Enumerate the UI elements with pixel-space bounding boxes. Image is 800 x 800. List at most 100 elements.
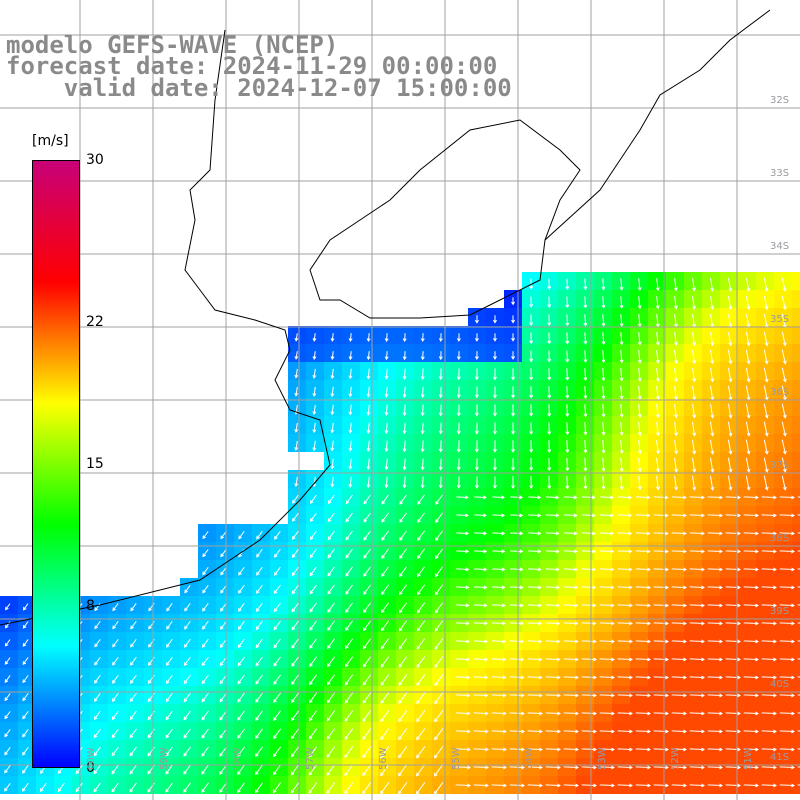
wind-arrow [183, 656, 191, 666]
wind-arrow [674, 385, 679, 401]
wind-arrow [635, 621, 651, 626]
wind-arrow [689, 531, 705, 536]
wind-arrow [673, 296, 678, 310]
wind-arrow [619, 278, 624, 291]
wind-arrow [653, 693, 669, 698]
wind-arrow [583, 386, 588, 400]
wind-arrow [362, 674, 372, 686]
wind-arrow [417, 494, 425, 505]
wind-arrow [709, 457, 715, 473]
wind-arrow [456, 549, 470, 554]
wind-arrow [344, 746, 354, 758]
wind-arrow [635, 729, 651, 734]
wind-arrow [671, 531, 687, 536]
wind-arrow [583, 458, 588, 472]
wind-arrow [416, 710, 426, 723]
wind-arrow [165, 746, 173, 757]
wind-arrow [4, 693, 11, 702]
wind-arrow [219, 746, 227, 757]
wind-arrow [763, 367, 769, 383]
wind-arrow [183, 728, 191, 739]
wind-arrow [202, 620, 209, 630]
wind-arrow [527, 729, 543, 734]
wind-arrow [745, 349, 751, 365]
wind-arrow [725, 675, 741, 680]
wind-arrow [725, 747, 741, 752]
wind-arrow [130, 621, 137, 630]
wind-arrow [255, 638, 263, 649]
wind-arrow [671, 729, 687, 734]
wind-arrow [547, 458, 552, 472]
wind-arrow [327, 530, 335, 541]
wind-arrow [456, 621, 470, 626]
wind-arrow [438, 476, 443, 489]
wind-arrow [473, 729, 489, 734]
wind-arrow [601, 332, 606, 345]
wind-arrow [111, 764, 119, 775]
wind-arrow [707, 675, 723, 680]
wind-arrow [184, 585, 191, 594]
wind-arrow [527, 657, 543, 662]
wind-arrow [689, 513, 705, 518]
wind-arrow [511, 404, 516, 417]
wind-arrow [635, 513, 651, 518]
wind-arrow [761, 513, 777, 518]
wind-arrow [745, 421, 751, 437]
wind-arrow [326, 746, 336, 758]
wind-arrow [434, 692, 444, 705]
wind-arrow [348, 404, 353, 416]
wind-arrow [689, 585, 705, 590]
wind-arrow [529, 422, 534, 435]
wind-arrow [583, 314, 588, 327]
wind-arrow [473, 639, 488, 644]
wind-arrow [565, 404, 570, 418]
wind-arrow [402, 458, 407, 471]
wind-arrow [94, 621, 101, 630]
wind-arrow [22, 711, 29, 720]
wind-arrow [415, 782, 426, 795]
wind-arrow [581, 729, 597, 734]
wind-arrow [671, 747, 687, 752]
wind-arrow [474, 458, 479, 471]
wind-arrow [779, 765, 795, 770]
wind-arrow [599, 747, 615, 752]
wind-arrow [493, 440, 497, 453]
wind-arrow [582, 513, 596, 518]
wind-arrow [129, 782, 137, 793]
wind-cell [792, 722, 800, 740]
wind-arrow [653, 513, 669, 518]
wind-arrow [384, 333, 389, 343]
wind-arrow [433, 782, 444, 795]
wind-arrow [581, 621, 597, 626]
wind-arrow [290, 764, 300, 776]
wind-arrow [779, 585, 795, 590]
wind-cell [792, 578, 800, 596]
wind-arrow [201, 674, 209, 685]
wind-arrow [435, 548, 444, 560]
wind-arrow [438, 368, 443, 381]
wind-arrow [637, 368, 642, 382]
wind-cell [792, 452, 800, 470]
wind-arrow [326, 674, 336, 686]
wind-arrow [348, 458, 353, 470]
wind-arrow [509, 783, 525, 788]
wind-arrow [725, 549, 741, 554]
wind-arrow [674, 349, 678, 364]
wind-arrow [4, 782, 11, 792]
wind-arrow [294, 333, 299, 342]
wind-arrow [112, 638, 119, 648]
wind-arrow [291, 566, 299, 577]
wind-arrow [166, 620, 173, 630]
wind-arrow [710, 349, 715, 365]
wind-arrow [363, 548, 371, 559]
wind-speed-field [0, 272, 800, 794]
wind-arrow [474, 386, 479, 399]
longitude-label: 52W [670, 747, 681, 770]
wind-arrow [456, 368, 461, 381]
wind-arrow [528, 531, 542, 536]
wind-arrow [510, 567, 524, 572]
wind-arrow [111, 728, 119, 739]
wind-arrow [291, 620, 299, 631]
wind-arrow [473, 747, 489, 752]
wind-arrow [366, 351, 371, 361]
